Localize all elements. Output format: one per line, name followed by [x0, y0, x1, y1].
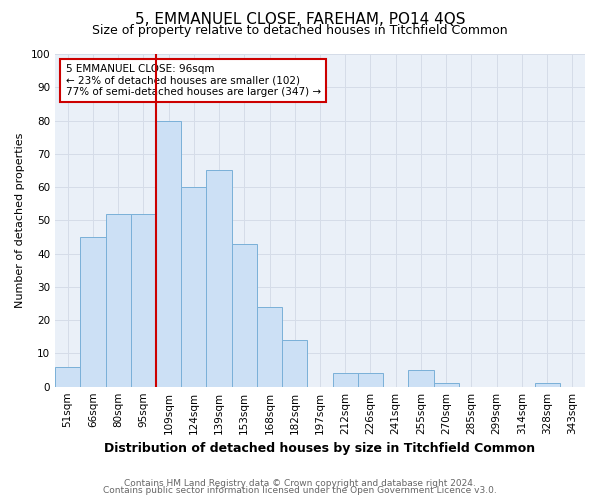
- Bar: [282, 340, 307, 386]
- Bar: [55, 366, 80, 386]
- Text: Contains public sector information licensed under the Open Government Licence v3: Contains public sector information licen…: [103, 486, 497, 495]
- Bar: [535, 384, 560, 386]
- Text: Size of property relative to detached houses in Titchfield Common: Size of property relative to detached ho…: [92, 24, 508, 37]
- Bar: [131, 214, 156, 386]
- Bar: [358, 374, 383, 386]
- Bar: [232, 244, 257, 386]
- Text: 5 EMMANUEL CLOSE: 96sqm
← 23% of detached houses are smaller (102)
77% of semi-d: 5 EMMANUEL CLOSE: 96sqm ← 23% of detache…: [65, 64, 321, 97]
- X-axis label: Distribution of detached houses by size in Titchfield Common: Distribution of detached houses by size …: [104, 442, 536, 455]
- Bar: [156, 120, 181, 386]
- Bar: [332, 374, 358, 386]
- Bar: [206, 170, 232, 386]
- Bar: [80, 237, 106, 386]
- Bar: [409, 370, 434, 386]
- Text: Contains HM Land Registry data © Crown copyright and database right 2024.: Contains HM Land Registry data © Crown c…: [124, 478, 476, 488]
- Bar: [434, 384, 459, 386]
- Bar: [106, 214, 131, 386]
- Text: 5, EMMANUEL CLOSE, FAREHAM, PO14 4QS: 5, EMMANUEL CLOSE, FAREHAM, PO14 4QS: [135, 12, 465, 28]
- Bar: [257, 307, 282, 386]
- Y-axis label: Number of detached properties: Number of detached properties: [15, 132, 25, 308]
- Bar: [181, 187, 206, 386]
